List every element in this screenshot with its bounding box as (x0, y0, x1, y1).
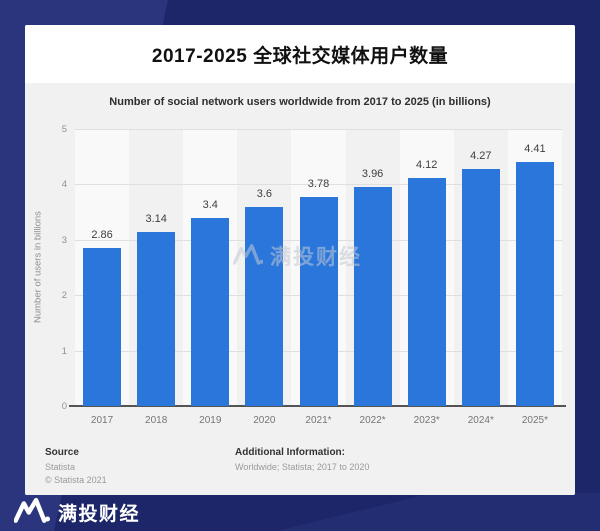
bar-2025* (515, 161, 554, 406)
bar-value-2024*: 4.27 (470, 150, 492, 163)
bar-2023* (407, 177, 446, 406)
bar-value-2021*: 3.78 (307, 177, 330, 190)
x-tick-label-2021*: 2021* (305, 415, 332, 426)
bar-2024* (461, 169, 500, 406)
bar-value-2018: 3.14 (145, 213, 167, 226)
bar-value-2022*: 3.96 (361, 167, 384, 180)
chart-card: 2017-2025 全球社交媒体用户数量 Number of social ne… (25, 25, 575, 495)
bar-2017 (83, 247, 122, 406)
chart-title: Number of social network users worldwide… (109, 96, 491, 108)
brand-name: 满投财经 (58, 503, 141, 525)
x-tick-label-2022*: 2022* (359, 415, 386, 426)
x-tick-label-2024*: 2024* (467, 415, 494, 426)
additional-info-block: Additional Information: Worldwide; Stati… (235, 447, 369, 474)
bar-2021* (299, 196, 338, 406)
x-axis-line (69, 405, 566, 407)
bar-2018 (137, 232, 176, 406)
bar-2022* (353, 186, 392, 406)
x-tick-label-2019: 2019 (199, 415, 222, 426)
x-tick-label-2018: 2018 (145, 415, 168, 426)
y-tick-label-5: 5 (61, 124, 67, 135)
bar-2020 (245, 206, 284, 406)
page-title: 2017-2025 全球社交媒体用户数量 (151, 45, 449, 67)
gridline-5 (75, 129, 562, 130)
additional-info-label: Additional Information: (235, 447, 345, 458)
y-tick-label-1: 1 (61, 345, 67, 357)
y-tick-label-0: 0 (61, 401, 67, 412)
x-tick-label-2025*: 2025* (521, 415, 548, 426)
source-name: Statista (45, 462, 76, 472)
y-tick-label-4: 4 (61, 179, 67, 191)
bar-2019 (191, 217, 230, 406)
y-axis-title: Number of users in billions (32, 211, 44, 324)
chart-region: Number of social network users worldwide… (25, 83, 575, 495)
source-block: Source Statista © Statista 2021 (45, 447, 107, 487)
additional-info-line: Worldwide; Statista; 2017 to 2020 (235, 462, 370, 472)
watermark-text: 满投财经 (270, 246, 362, 269)
x-tick-label-2017: 2017 (90, 415, 114, 426)
x-tick-label-2023*: 2023* (413, 415, 440, 426)
y-tick-label-2: 2 (61, 290, 67, 302)
bar-value-2023*: 4.12 (416, 158, 438, 171)
bar-value-2025*: 4.41 (524, 142, 546, 155)
source-label: Source (45, 447, 79, 458)
bar-value-2019: 3.4 (202, 198, 218, 211)
y-tick-label-3: 3 (61, 234, 67, 246)
bar-value-2020: 3.6 (256, 187, 273, 200)
chart-watermark: 满投财经 (232, 241, 362, 271)
source-copyright: © Statista 2021 (45, 475, 107, 486)
mountain-m-logo-icon (13, 496, 50, 529)
x-tick-label-2020: 2020 (253, 415, 276, 426)
card-header: 2017-2025 全球社交媒体用户数量 (25, 25, 575, 83)
brand-footer: 满投财经 (13, 496, 141, 529)
bar-value-2017: 2.86 (91, 228, 113, 241)
gridline-4 (75, 184, 562, 186)
mountain-m-logo-icon (232, 242, 264, 271)
plot-area: 0 1 2 3 4 5 2.86 2017 3.14 2018 3.4 2019 3.6 2020 3.78… (62, 124, 566, 426)
